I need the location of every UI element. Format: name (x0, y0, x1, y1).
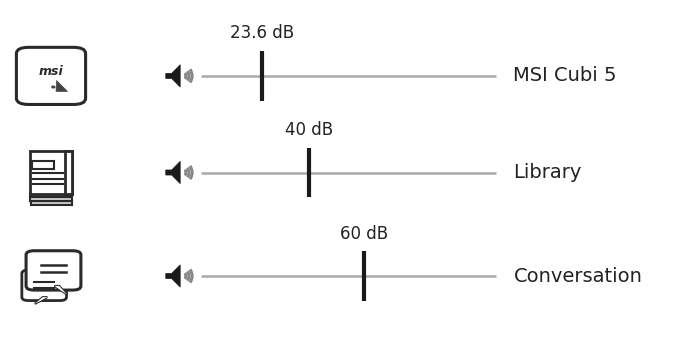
Text: 23.6 dB: 23.6 dB (230, 24, 294, 42)
Polygon shape (166, 65, 180, 87)
Bar (33, 161, 54, 169)
FancyBboxPatch shape (16, 47, 86, 105)
Text: 60 dB: 60 dB (340, 225, 388, 243)
FancyBboxPatch shape (26, 251, 81, 290)
Polygon shape (166, 265, 180, 287)
FancyBboxPatch shape (22, 270, 67, 300)
FancyBboxPatch shape (30, 151, 72, 194)
Polygon shape (56, 80, 67, 91)
Polygon shape (166, 161, 180, 184)
Bar (30, 193, 72, 197)
Text: msi: msi (39, 65, 63, 78)
Text: MSI Cubi 5: MSI Cubi 5 (513, 66, 617, 86)
Bar (31, 197, 72, 201)
Polygon shape (54, 286, 67, 295)
Text: 40 dB: 40 dB (286, 121, 333, 139)
Polygon shape (35, 297, 48, 304)
Bar (31, 201, 72, 205)
Polygon shape (35, 297, 48, 304)
Text: Conversation: Conversation (513, 266, 643, 286)
Bar (65, 151, 72, 194)
Text: Library: Library (513, 163, 582, 182)
Polygon shape (54, 286, 67, 295)
Circle shape (52, 86, 54, 88)
